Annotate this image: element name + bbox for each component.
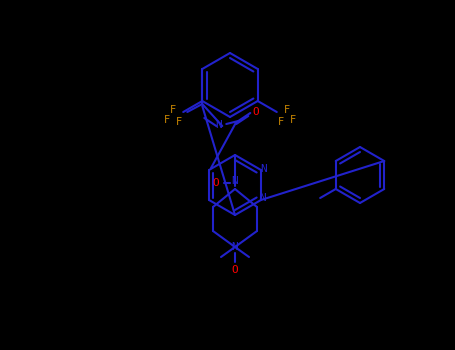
Text: N: N bbox=[260, 193, 266, 203]
Text: F: F bbox=[176, 117, 182, 127]
Text: F: F bbox=[283, 105, 290, 115]
Text: F: F bbox=[278, 117, 284, 127]
Text: N: N bbox=[261, 164, 268, 174]
Text: N: N bbox=[215, 120, 222, 130]
Text: F: F bbox=[170, 105, 177, 115]
Text: O: O bbox=[232, 265, 238, 275]
Text: F: F bbox=[164, 115, 170, 125]
Text: O: O bbox=[252, 107, 258, 117]
Text: O: O bbox=[212, 178, 219, 188]
Text: F: F bbox=[290, 115, 296, 125]
Text: N: N bbox=[232, 242, 238, 252]
Text: N: N bbox=[232, 176, 238, 186]
